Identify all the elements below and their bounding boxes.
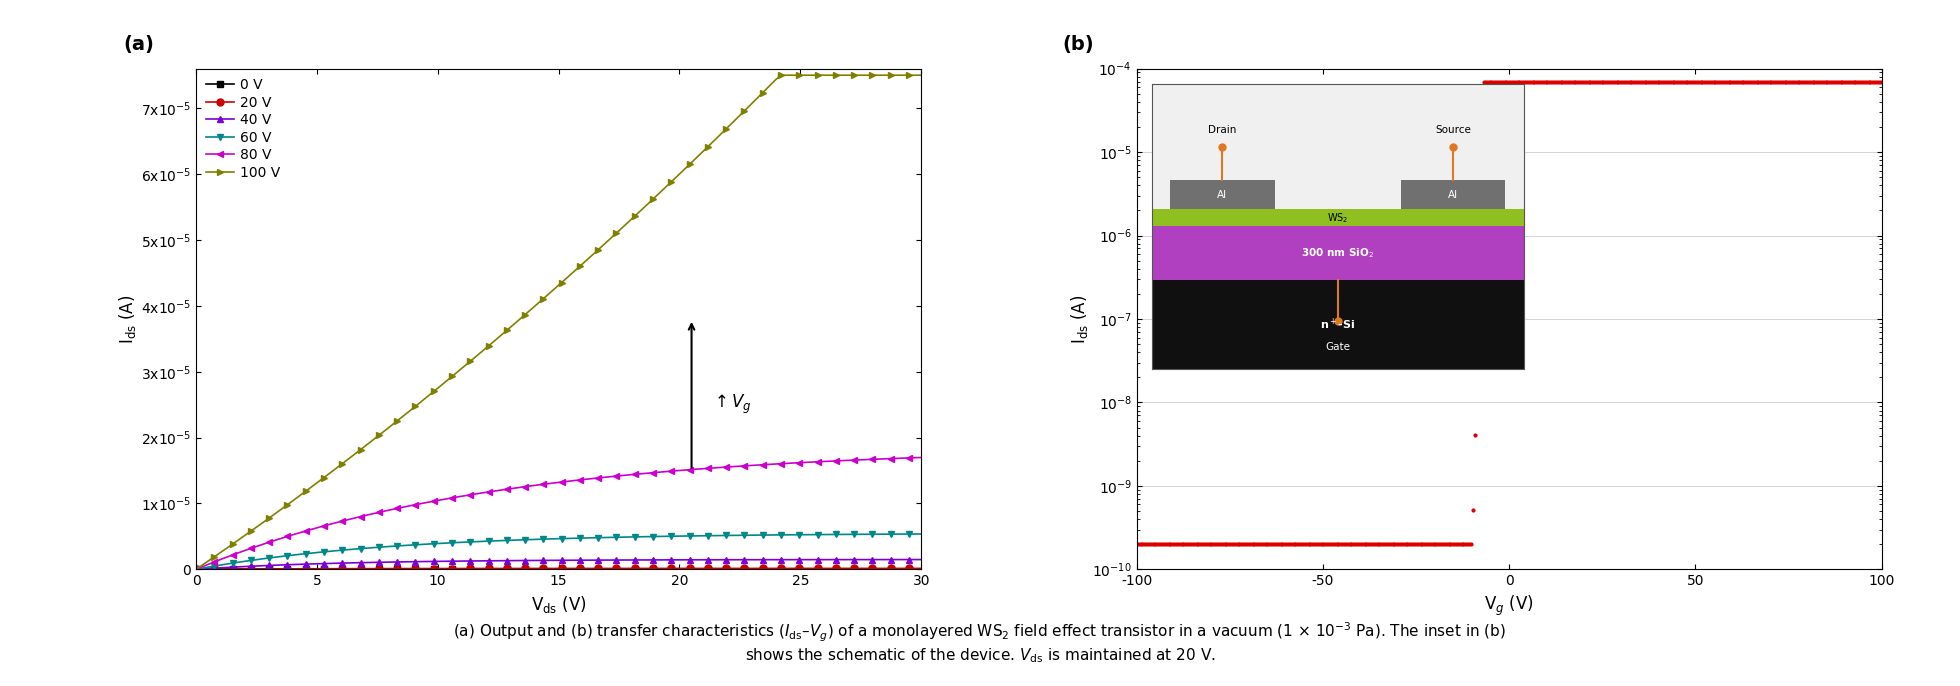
Line: 0 V: 0 V — [192, 566, 925, 573]
0 V — [757, 565, 780, 573]
Line: 20 V: 20 V — [192, 565, 925, 573]
Line: 80 V: 80 V — [192, 454, 925, 573]
100 V — [684, 154, 708, 163]
100 V — [757, 82, 780, 91]
60 V — [886, 530, 909, 539]
Text: (a) Output and (b) transfer characteristics ($I_\mathrm{ds}$–$V_g$) of a monolay: (a) Output and (b) transfer characterist… — [453, 621, 1507, 665]
40 V — [184, 565, 208, 573]
20 V — [684, 565, 708, 573]
0 V — [184, 565, 208, 573]
20 V — [757, 565, 780, 573]
0 V — [586, 565, 610, 573]
Text: (a): (a) — [123, 34, 155, 54]
Y-axis label: I$_\mathrm{ds}$ (A): I$_\mathrm{ds}$ (A) — [1068, 294, 1090, 344]
100 V — [184, 565, 208, 573]
20 V — [184, 565, 208, 573]
60 V — [684, 532, 708, 540]
100 V — [768, 71, 792, 80]
Line: 100 V: 100 V — [192, 72, 925, 573]
80 V — [378, 506, 402, 514]
40 V — [886, 556, 909, 564]
100 V — [892, 71, 915, 80]
20 V — [886, 565, 909, 573]
0 V — [886, 565, 909, 573]
40 V — [909, 556, 933, 564]
20 V — [909, 565, 933, 573]
40 V — [757, 556, 780, 564]
X-axis label: V$_\mathrm{ds}$ (V): V$_\mathrm{ds}$ (V) — [531, 594, 586, 615]
Y-axis label: I$_\mathrm{ds}$ (A): I$_\mathrm{ds}$ (A) — [118, 294, 137, 344]
100 V — [337, 455, 361, 463]
80 V — [909, 453, 933, 462]
40 V — [337, 559, 361, 567]
80 V — [337, 515, 361, 523]
100 V — [378, 422, 402, 430]
100 V — [586, 246, 610, 254]
0 V — [684, 565, 708, 573]
40 V — [586, 556, 610, 564]
60 V — [909, 530, 933, 538]
80 V — [184, 565, 208, 573]
40 V — [684, 556, 708, 564]
80 V — [684, 465, 708, 473]
0 V — [909, 565, 933, 573]
Text: (b): (b) — [1062, 34, 1094, 54]
60 V — [337, 545, 361, 554]
Legend: 0 V, 20 V, 40 V, 60 V, 80 V, 100 V: 0 V, 20 V, 40 V, 60 V, 80 V, 100 V — [204, 75, 284, 182]
60 V — [184, 565, 208, 573]
20 V — [586, 565, 610, 573]
0 V — [337, 565, 361, 573]
40 V — [378, 558, 402, 566]
Text: $\uparrow V_g$: $\uparrow V_g$ — [711, 393, 751, 416]
20 V — [378, 565, 402, 573]
60 V — [378, 542, 402, 550]
60 V — [757, 531, 780, 539]
20 V — [337, 565, 361, 573]
80 V — [586, 474, 610, 482]
80 V — [886, 454, 909, 462]
Line: 60 V: 60 V — [192, 530, 925, 573]
100 V — [909, 71, 933, 80]
0 V — [378, 565, 402, 573]
60 V — [586, 534, 610, 542]
Line: 40 V: 40 V — [192, 556, 925, 573]
X-axis label: V$_g$ (V): V$_g$ (V) — [1484, 594, 1535, 618]
80 V — [757, 460, 780, 469]
